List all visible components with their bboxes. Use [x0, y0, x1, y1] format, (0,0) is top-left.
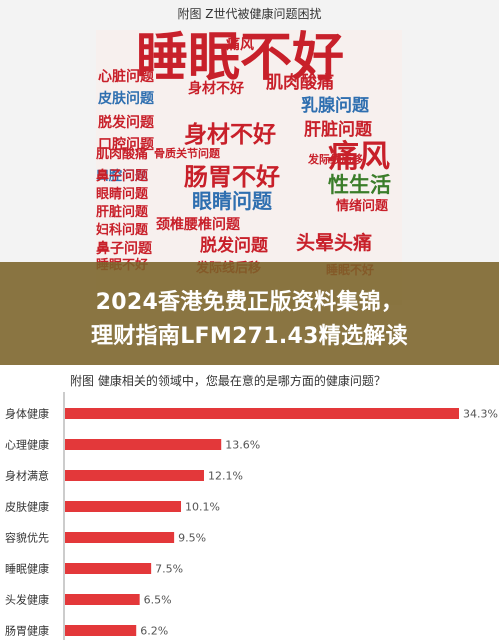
category-label: 头发健康 — [5, 593, 49, 607]
category-label: 容貌优先 — [5, 531, 49, 545]
word-cloud-word: 骨质关节问题 — [154, 147, 220, 160]
word-cloud-word: 肌肉酸痛 — [96, 147, 149, 162]
word-cloud-word: 口腔问题 — [96, 169, 149, 184]
word-cloud-word: 颈椎腰椎问题 — [156, 217, 240, 233]
category-label: 身材满意 — [5, 469, 49, 483]
word-cloud-word: 肌肉酸痛 — [266, 73, 334, 93]
word-cloud-word: 口腔问题 — [98, 137, 154, 153]
bar — [65, 625, 137, 636]
word-cloud-word: 性生活 — [328, 173, 391, 197]
word-cloud-word: 鼻子问题 — [96, 241, 152, 257]
category-label: 肠胃健康 — [5, 624, 49, 638]
word-cloud-title: 附图 Z世代被健康问题困扰 — [177, 7, 322, 21]
word-cloud-word: 头晕头痛 — [296, 232, 373, 254]
category-label: 身体健康 — [5, 407, 49, 421]
bar — [65, 408, 459, 419]
bar — [65, 501, 182, 512]
word-cloud-word: 妇科问题 — [96, 223, 149, 238]
headline-banner — [0, 262, 499, 365]
bar-chart: 身体健康 34.3% 心理健康 13.6% 身材满意 12.1% 皮肤健康 10.1% 容貌优先… — [5, 392, 498, 640]
value-label: 10.1% — [185, 501, 220, 514]
value-label: 6.5% — [144, 594, 172, 607]
bar — [65, 532, 175, 543]
word-cloud-word: 痛风 — [328, 139, 390, 175]
word-cloud-word: 鼻子问题 — [96, 169, 149, 184]
word-cloud-word: 身材不好 — [184, 122, 276, 148]
word-cloud-word: 发际线后移 — [308, 153, 363, 166]
word-cloud-word: 眼睛问题 — [192, 189, 272, 213]
chart-title: 附图 健康相关的领域中，您最在意的是哪方面的健康问题？ — [70, 374, 386, 388]
word-cloud-word: 乳腺问题 — [301, 96, 369, 116]
headline-line-2: 理财指南LFM271.43精选解读 — [91, 324, 408, 349]
word-cloud-word: 眼睛问题 — [96, 187, 149, 202]
value-label: 12.1% — [208, 470, 243, 483]
word-cloud-word: 身材不好 — [188, 81, 244, 97]
category-label: 皮肤健康 — [5, 500, 49, 514]
word-cloud-word: 皮肤问题 — [98, 91, 154, 107]
bar — [65, 439, 222, 450]
value-label: 34.3% — [463, 408, 498, 421]
value-label: 9.5% — [178, 532, 206, 545]
word-cloud-word: 情绪问题 — [336, 199, 389, 214]
word-cloud-word: 脱发问题 — [98, 115, 154, 131]
bar — [65, 594, 140, 605]
word-cloud-word: 肠胃不好 — [184, 163, 280, 191]
bar — [65, 470, 204, 481]
category-label: 心理健康 — [5, 438, 49, 452]
word-cloud-word: 肝脏问题 — [304, 120, 372, 140]
word-cloud: 睡眠不好 痛风 心脏问题 皮肤问题 身材不好 肌肉酸痛 脱发问题 口腔问题 乳腺问题 身材不好 肝脏… — [96, 30, 402, 305]
word-cloud-panel: 附图 Z世代被健康问题困扰 睡眠不好 痛风 心脏问题 皮肤问题 身材不好 肌肉酸痛 脱发问题… — [0, 0, 499, 305]
word-cloud-word: 睡眠不好 — [136, 30, 345, 88]
value-label: 13.6% — [225, 439, 260, 452]
value-label: 6.2% — [140, 625, 168, 638]
value-label: 7.5% — [155, 563, 183, 576]
word-cloud-word: 心脏问题 — [98, 69, 154, 85]
word-cloud-word: 痛风 — [226, 37, 254, 53]
word-cloud-word: 肝脏问题 — [96, 205, 149, 220]
bar — [65, 563, 152, 574]
headline-line-1: 2024香港免费正版资料集锦， — [95, 290, 404, 315]
word-cloud-word: 脱发问题 — [200, 236, 268, 256]
category-label: 睡眠健康 — [5, 562, 49, 576]
